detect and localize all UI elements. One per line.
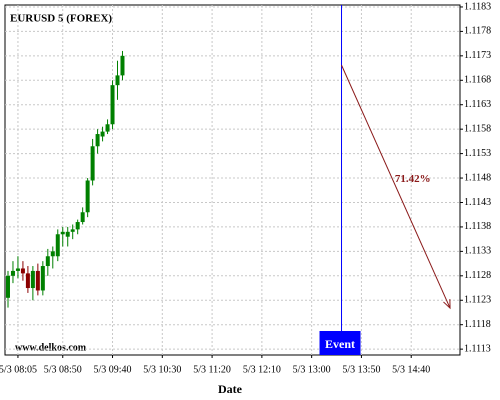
y-tick-label: 1.1158 [464, 123, 491, 134]
candle-body [10, 270, 15, 276]
candle-body [70, 229, 75, 232]
x-tick-label: 5/3 13:00 [293, 364, 331, 375]
arrow-label: 71.42% [395, 173, 431, 185]
candle-body [75, 222, 80, 230]
candle-body [80, 212, 85, 223]
y-tick-label: 1.1133 [464, 246, 491, 257]
candle-body [35, 270, 40, 291]
x-tick-label: 5/3 08:05 [0, 364, 37, 375]
candle-body [65, 231, 70, 237]
x-tick-label: 5/3 11:20 [193, 364, 231, 375]
candle-body [40, 266, 45, 291]
y-tick-label: 1.1153 [464, 148, 491, 159]
x-tick-label: 5/3 14:40 [392, 364, 430, 375]
x-tick-label: 5/3 12:10 [243, 364, 281, 375]
x-tick-label: 5/3 10:30 [143, 364, 181, 375]
y-tick-label: 1.1183 [464, 1, 491, 12]
y-tick-label: 1.1113 [464, 343, 491, 354]
y-tick-label: 1.1143 [464, 197, 491, 208]
watermark: www.delkos.com [15, 342, 87, 353]
candle-body [50, 251, 55, 257]
candle-body [85, 180, 90, 213]
event-label: Event [325, 337, 355, 351]
candle-body [60, 231, 65, 235]
candle-body [20, 268, 25, 274]
candle-body [45, 256, 50, 267]
y-tick-label: 1.1173 [464, 50, 491, 61]
x-tick-label: 5/3 09:40 [93, 364, 131, 375]
x-axis-label: Date [218, 382, 243, 396]
forecast-arrow [341, 64, 451, 309]
event-box [319, 331, 361, 355]
candle-body [25, 273, 30, 289]
candle-body [55, 234, 60, 257]
y-tick-label: 1.1138 [464, 221, 491, 232]
plot-frame [4, 4, 461, 356]
candle-body [105, 124, 110, 132]
y-tick-label: 1.1168 [464, 75, 491, 86]
candle-body [15, 268, 20, 271]
y-tick-label: 1.1128 [464, 270, 491, 281]
y-tick-label: 1.1178 [464, 26, 491, 37]
arrow-head [443, 299, 451, 310]
candle-body [120, 55, 125, 76]
chart-title: EURUSD 5 (FOREX) [10, 13, 112, 25]
y-tick-label: 1.1163 [464, 99, 491, 110]
x-tick-label: 5/3 13:50 [342, 364, 380, 375]
candle-body [95, 134, 100, 147]
candle-body [115, 75, 120, 86]
candle-body [100, 131, 105, 137]
candle-body [110, 85, 115, 125]
y-tick-label: 1.1148 [464, 172, 491, 183]
candle-body [90, 146, 95, 181]
x-tick-label: 5/3 08:50 [44, 364, 82, 375]
y-tick-label: 1.1118 [464, 319, 491, 330]
y-tick-label: 1.1123 [464, 295, 491, 306]
candle-body [30, 270, 35, 289]
candle-body [5, 275, 10, 298]
